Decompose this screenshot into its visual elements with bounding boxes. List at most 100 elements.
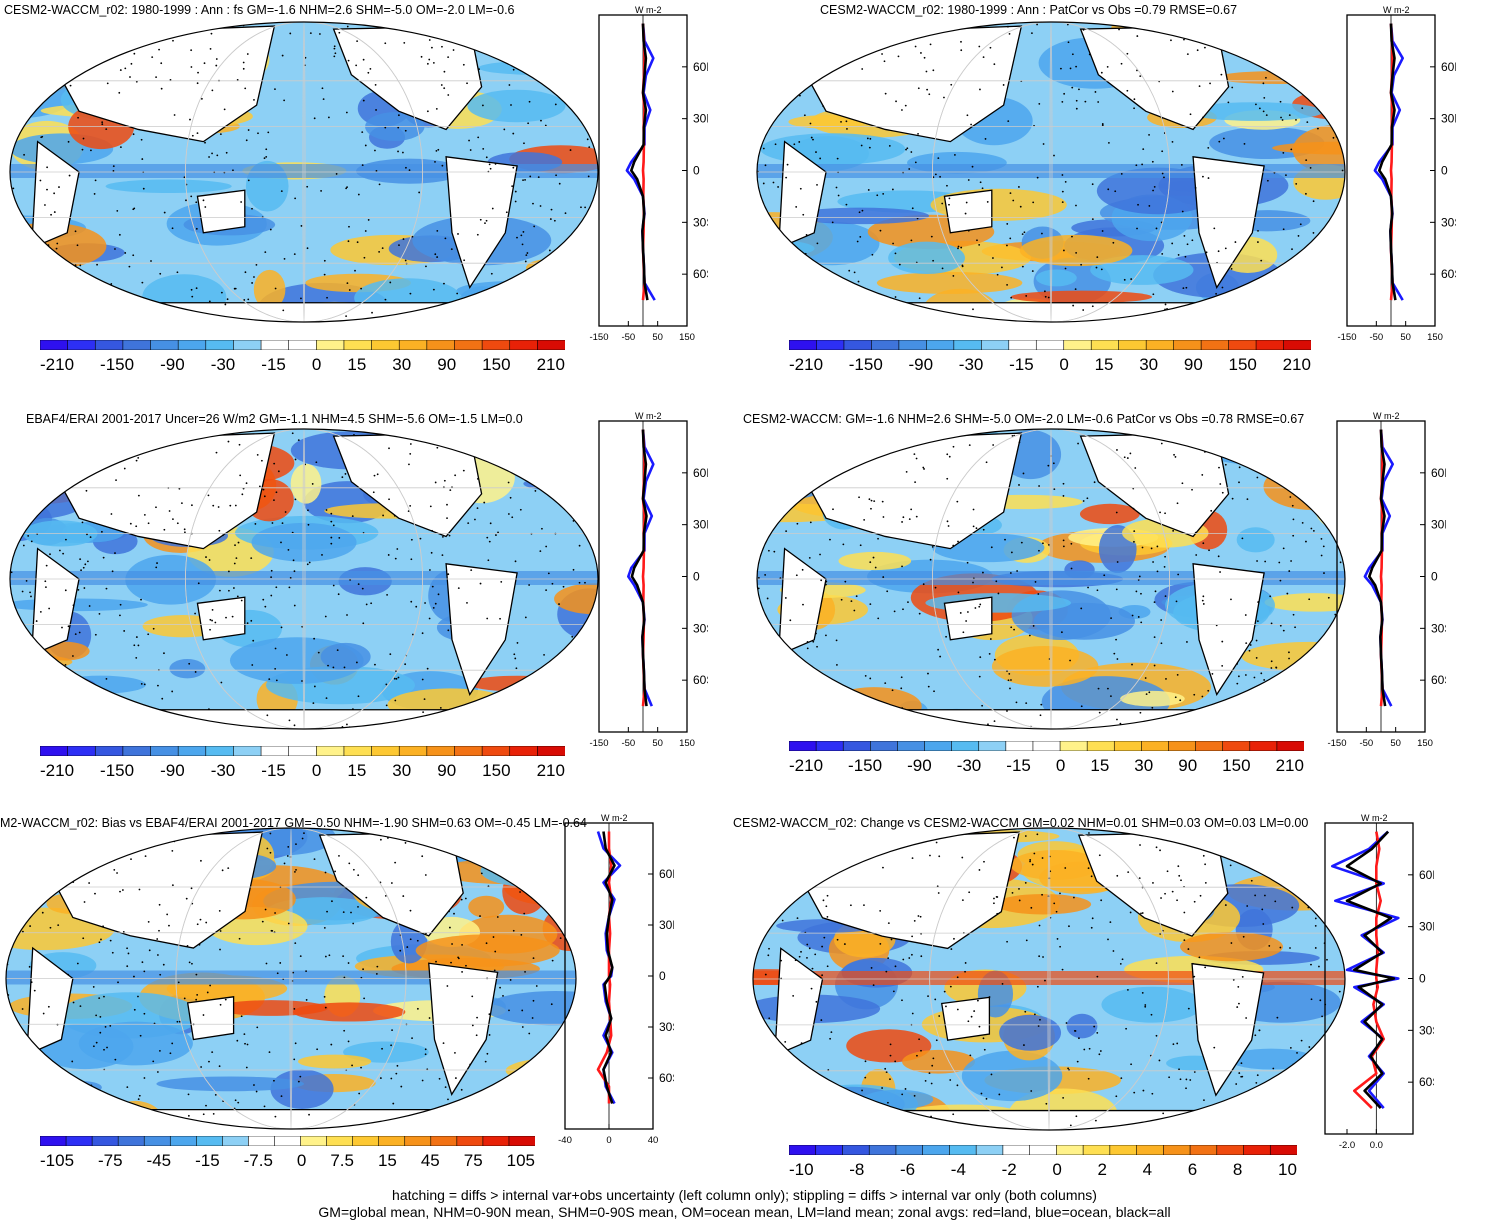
x-tick-label: -150 [589,738,608,749]
stipple-dot [58,549,61,552]
stipple-dot [21,590,24,593]
stipple-dot [328,954,331,957]
stipple-dot [502,994,504,997]
stipple-dot [70,858,73,861]
stipple-dot [241,493,244,496]
stipple-dot [1256,620,1259,623]
stipple-dot [1166,870,1169,873]
stipple-dot [870,967,873,969]
stipple-dot [461,943,463,946]
stipple-dot [871,253,874,256]
field-anomaly-blob [876,271,1023,294]
stipple-dot [560,53,563,56]
stipple-dot [521,243,524,246]
field-anomaly-blob [791,207,930,225]
stipple-dot [793,1062,796,1065]
stipple-dot [1179,699,1182,702]
stipple-dot [988,652,991,655]
stipple-dot [10,194,12,197]
stipple-dot [1279,624,1282,627]
stipple-dot [1087,1077,1090,1080]
stipple-dot [559,282,562,285]
colorbar-swatch [1269,1145,1297,1155]
stipple-dot [156,938,159,940]
stipple-dot [276,972,279,975]
stipple-dot [1265,873,1268,876]
stipple-dot [394,699,397,702]
stipple-dot [1264,459,1267,462]
stipple-dot [126,965,129,968]
stipple-dot [364,144,367,147]
stipple-dot [486,617,489,620]
field-anomaly-blob [838,551,912,571]
stipple-dot [53,211,56,213]
stipple-dot [785,176,788,179]
colorbar-swatch [1163,1145,1191,1155]
stipple-dot [49,553,51,556]
stipple-dot [817,321,819,322]
stipple-dot [332,524,335,527]
x-tick-label: 150 [679,332,695,343]
stipple-dot [333,55,336,58]
stipple-dot [952,445,955,448]
colorbar-swatch [67,746,96,756]
stipple-dot [1175,600,1178,603]
stipple-dot [1297,891,1299,894]
field-anomaly-blob [757,39,795,55]
stipple-dot [74,230,77,233]
stipple-dot [760,1103,763,1106]
stipple-dot [220,681,223,684]
field-anomaly-blob [10,476,49,491]
stipple-dot [894,1060,897,1063]
stipple-dot [952,1113,955,1116]
stipple-dot [808,830,811,832]
stipple-dot [365,896,368,899]
stipple-dot [1114,190,1117,193]
stipple-dot [342,911,345,913]
stipple-dot [995,580,998,583]
stipple-dot [1009,687,1011,690]
stipple-dot [243,1033,246,1036]
stipple-dot [1119,722,1122,725]
stipple-dot [959,612,962,614]
stipple-dot [88,882,91,884]
stipple-dot [189,118,191,121]
stipple-dot [76,962,79,965]
stipple-dot [584,581,586,584]
stipple-dot [14,27,17,30]
stipple-dot [893,610,896,613]
stipple-dot [1181,482,1184,485]
stipple-dot [776,1111,779,1114]
stipple-dot [203,62,206,65]
stipple-dot [357,583,360,586]
stipple-dot [98,613,101,615]
field-anomaly-blob [169,659,206,679]
stipple-dot [578,581,581,584]
field-anomaly-blob [753,835,791,866]
stipple-dot [767,70,770,73]
stipple-dot [1203,1099,1205,1102]
stipple-dot [89,536,92,539]
stipple-dot [223,108,226,111]
stipple-dot [1210,509,1213,512]
stipple-dot [829,538,831,541]
stipple-dot [1288,651,1290,654]
stipple-dot [419,537,422,540]
stipple-dot [334,870,336,873]
stipple-dot [158,929,160,932]
stipple-dot [532,57,535,59]
stipple-dot [807,870,810,873]
stipple-dot [464,897,467,900]
stipple-dot [1075,107,1078,110]
stipple-dot [1261,908,1264,911]
stipple-dot [207,494,210,497]
stipple-dot [1279,946,1282,949]
stipple-dot [114,248,116,250]
stipple-dot [772,181,775,184]
stipple-dot [56,472,58,475]
field-anomaly-blob [757,709,792,729]
stipple-dot [1224,463,1227,466]
stipple-dot [556,263,559,266]
stipple-dot [1235,1083,1238,1085]
lat-tick-label: 60S [693,673,708,687]
